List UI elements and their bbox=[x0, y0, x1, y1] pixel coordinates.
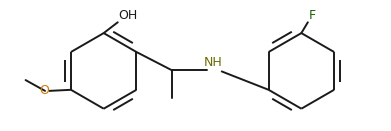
Text: OH: OH bbox=[118, 9, 138, 22]
Text: O: O bbox=[39, 84, 49, 97]
Text: NH: NH bbox=[204, 56, 222, 69]
Text: F: F bbox=[309, 9, 316, 22]
